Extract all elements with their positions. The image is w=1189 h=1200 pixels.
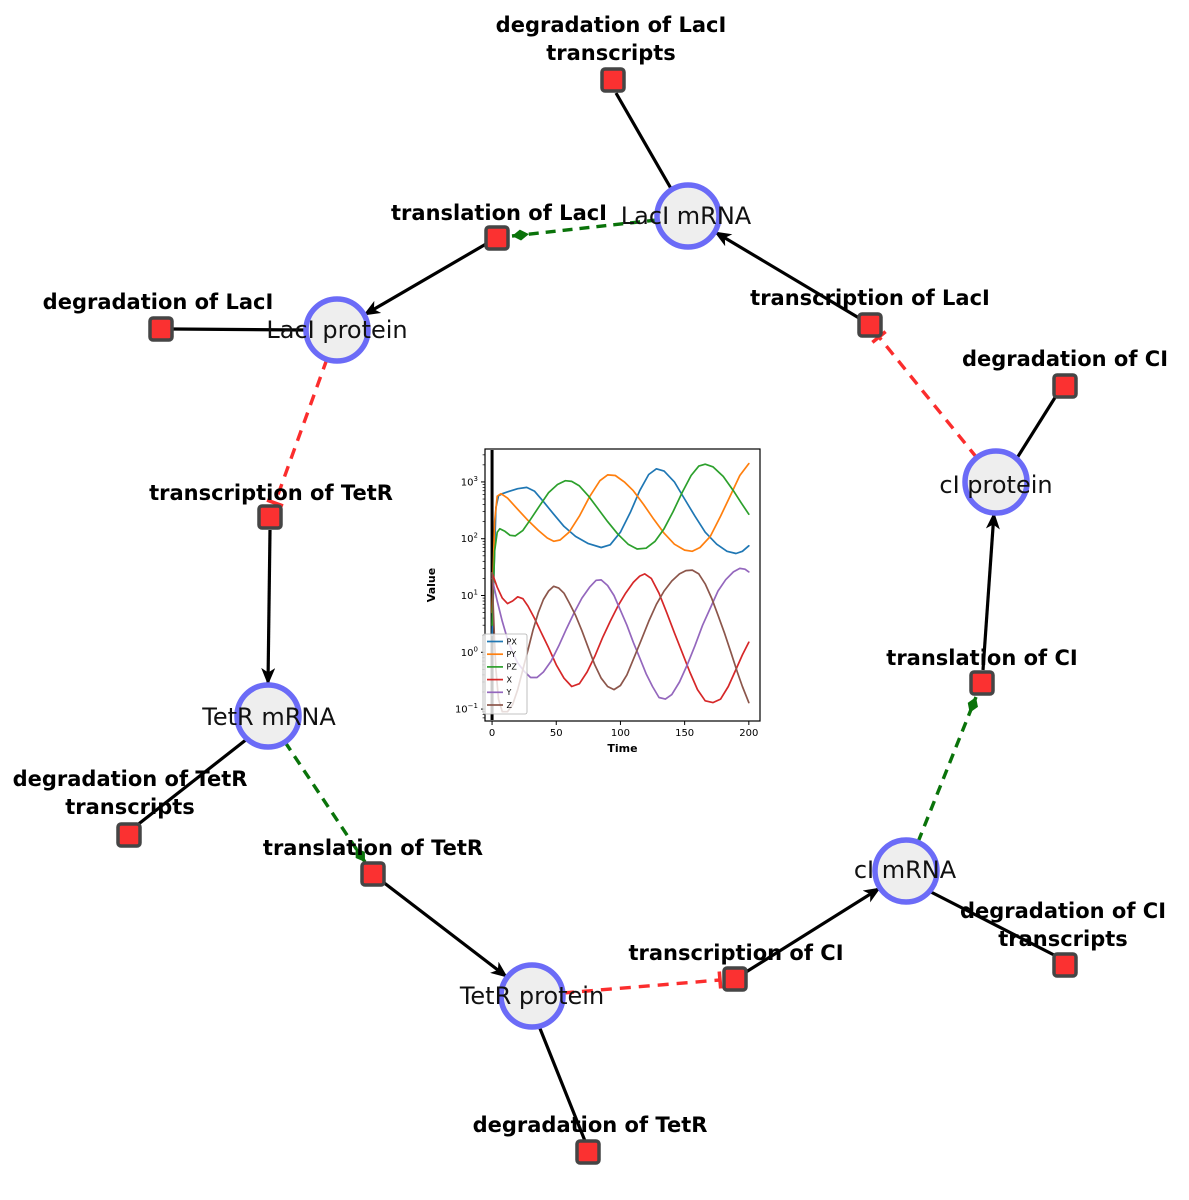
reaction-label-degradation-tetr-transcripts: degradation of TetR transcripts xyxy=(13,765,248,821)
reaction-label-transcription-tetr: transcription of TetR xyxy=(149,481,393,505)
edge-modifier-tetr-mrna-translation xyxy=(283,741,367,863)
reaction-node-degradation-tetr xyxy=(575,1139,601,1165)
chart-legend-label-PX: PX xyxy=(507,637,518,646)
chart-y-tick-label: 100 xyxy=(461,645,478,659)
chart-y-tick-label: 101 xyxy=(461,589,478,603)
chart-y-tick-label: 102 xyxy=(461,532,478,546)
reaction-node-translation-laci xyxy=(484,225,510,251)
chart-legend-label-Y: Y xyxy=(506,688,512,697)
reaction-node-degradation-ci xyxy=(1052,373,1078,399)
reaction-label-line: transcripts xyxy=(998,927,1128,951)
chart-x-tick-label: 150 xyxy=(675,728,694,739)
chart-legend-label-Z: Z xyxy=(507,701,513,710)
edge-laci-protein-degradation xyxy=(172,327,307,332)
chart-x-tick-label: 100 xyxy=(611,728,630,739)
species-node-ci-mrna xyxy=(872,837,940,905)
reaction-node-degradation-tetr-transcripts xyxy=(116,822,142,848)
species-label-tetr-protein: TetR protein xyxy=(459,982,605,1010)
reaction-label-translation-laci: translation of LacI xyxy=(391,201,607,225)
edge-modifier-laci-mrna-translation xyxy=(511,218,658,241)
chart-legend-label-PY: PY xyxy=(507,650,517,659)
reaction-node-transcription-tetr xyxy=(257,504,283,530)
species-node-ci-protein xyxy=(962,448,1030,516)
reaction-label-degradation-ci-transcripts: degradation of CI transcripts xyxy=(960,897,1166,953)
edge-modifier-ci-mrna-translation xyxy=(916,696,978,843)
species-label-laci-mrna: LacI mRNA xyxy=(620,202,752,230)
inset-chart-svg: 10−1 100 101 102 103 0 50 100 150 200 PX PY PZ XYZ Tim… xyxy=(425,448,761,755)
reaction-label-transcription-ci: transcription of CI xyxy=(628,941,844,965)
reaction-label-line: transcripts xyxy=(65,795,195,819)
reaction-label-transcription-laci: transcription of LacI xyxy=(750,286,990,310)
chart-series-Y xyxy=(491,567,750,700)
inset-chart: 10−1 100 101 102 103 0 50 100 150 200 PX PY PZ X Y Z Tim… xyxy=(425,437,773,767)
reaction-label-degradation-laci-transcripts: degradation of LacI transcripts xyxy=(496,11,727,67)
reaction-label-degradation-laci: degradation of LacI xyxy=(42,290,274,314)
reaction-node-degradation-laci xyxy=(148,316,174,342)
reaction-label-translation-ci: translation of CI xyxy=(886,646,1078,670)
chart-series-X xyxy=(491,572,750,704)
edge-tetr-mrna-degradation-transcripts xyxy=(135,737,248,828)
chart-xlabel: Time xyxy=(607,742,637,755)
edge-transcription-tetr-to-mrna xyxy=(261,529,276,685)
edge-inhibition-ci-protein-transcription-laci xyxy=(871,330,979,460)
reaction-label-line: degradation of CI xyxy=(959,899,1167,923)
reaction-node-transcription-ci xyxy=(722,966,748,992)
edge-transcription-ci-to-mrna xyxy=(745,886,881,974)
reaction-label-degradation-ci: degradation of CI xyxy=(961,347,1169,371)
edge-inhibition-laci-protein-transcription-tetr xyxy=(266,358,329,508)
edge-ci-mrna-degradation-transcripts xyxy=(928,889,1057,958)
chart-legend-label-X: X xyxy=(507,675,513,684)
chart-x-tick-label: 200 xyxy=(739,728,758,739)
reaction-label-line: degradation of TetR xyxy=(12,767,248,791)
chart-legend-label-PZ: PZ xyxy=(507,663,518,672)
chart-series-Z xyxy=(491,569,750,713)
reaction-node-degradation-ci-transcripts xyxy=(1052,952,1078,978)
edge-translation-laci-to-protein xyxy=(363,242,487,317)
chart-y-tick-label: 10−1 xyxy=(455,702,478,716)
species-label-ci-mrna: cI mRNA xyxy=(853,856,957,884)
reaction-node-degradation-laci-transcripts xyxy=(600,67,626,93)
edge-laci-mrna-degradation-transcripts xyxy=(614,92,675,193)
reaction-node-translation-tetr xyxy=(360,861,386,887)
edge-translation-ci-to-protein xyxy=(981,512,1000,671)
chart-legend-box xyxy=(482,633,528,715)
species-node-tetr-protein xyxy=(498,962,566,1030)
species-node-tetr-mrna xyxy=(234,682,302,750)
reaction-label-line: degradation of LacI xyxy=(495,13,727,37)
reaction-label-degradation-tetr: degradation of TetR xyxy=(472,1113,708,1137)
chart-plot-border xyxy=(484,448,761,722)
species-node-laci-mrna xyxy=(654,182,722,250)
chart-x-tick-label: 50 xyxy=(550,728,563,739)
chart-series-PZ xyxy=(491,463,750,627)
edge-inhibition-tetr-protein-transcription-ci xyxy=(562,971,723,995)
edge-transcription-laci-to-mrna xyxy=(714,230,860,320)
edge-tetr-protein-degradation xyxy=(537,1025,587,1142)
chart-ylabel: Value xyxy=(425,568,438,602)
reaction-node-translation-ci xyxy=(969,670,995,696)
chart-y-tick-label: 103 xyxy=(461,475,478,489)
species-label-tetr-mrna: TetR mRNA xyxy=(202,703,336,731)
species-node-laci-protein xyxy=(303,296,371,364)
chart-series-PY xyxy=(491,462,750,614)
reaction-node-transcription-laci xyxy=(857,312,883,338)
reaction-label-line: transcripts xyxy=(546,41,676,65)
chart-x-tick-label: 0 xyxy=(489,728,495,739)
chart-series-PX xyxy=(491,467,750,637)
edge-ci-protein-degradation xyxy=(1015,395,1058,459)
reaction-label-translation-tetr: translation of TetR xyxy=(262,836,484,860)
edge-translation-tetr-to-protein xyxy=(382,880,508,979)
species-label-laci-protein: LacI protein xyxy=(266,316,408,344)
species-label-ci-protein: cI protein xyxy=(939,471,1053,499)
